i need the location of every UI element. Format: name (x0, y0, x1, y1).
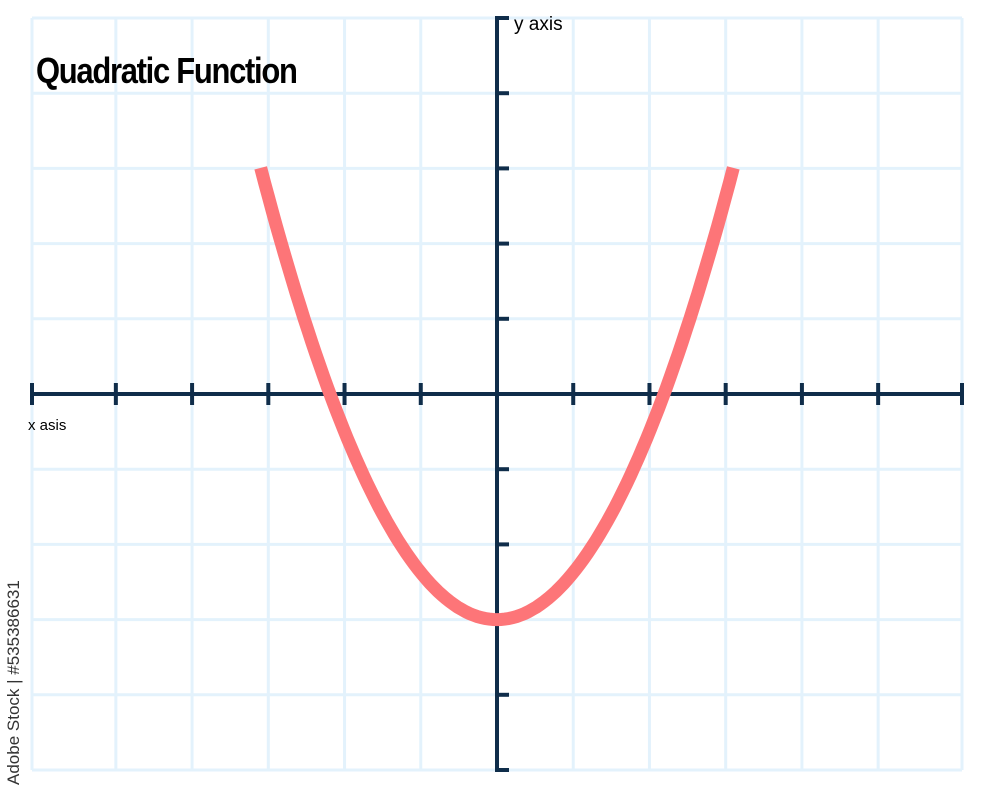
curve (254, 166, 740, 627)
chart-title: Quadratic Function (36, 50, 298, 91)
watermark: Adobe Stock | #535386631 (4, 580, 23, 785)
y-axis-label: y axis (514, 14, 563, 35)
parabola-curve (254, 166, 740, 627)
x-axis-label: x asis (28, 417, 67, 434)
axes (30, 16, 964, 772)
